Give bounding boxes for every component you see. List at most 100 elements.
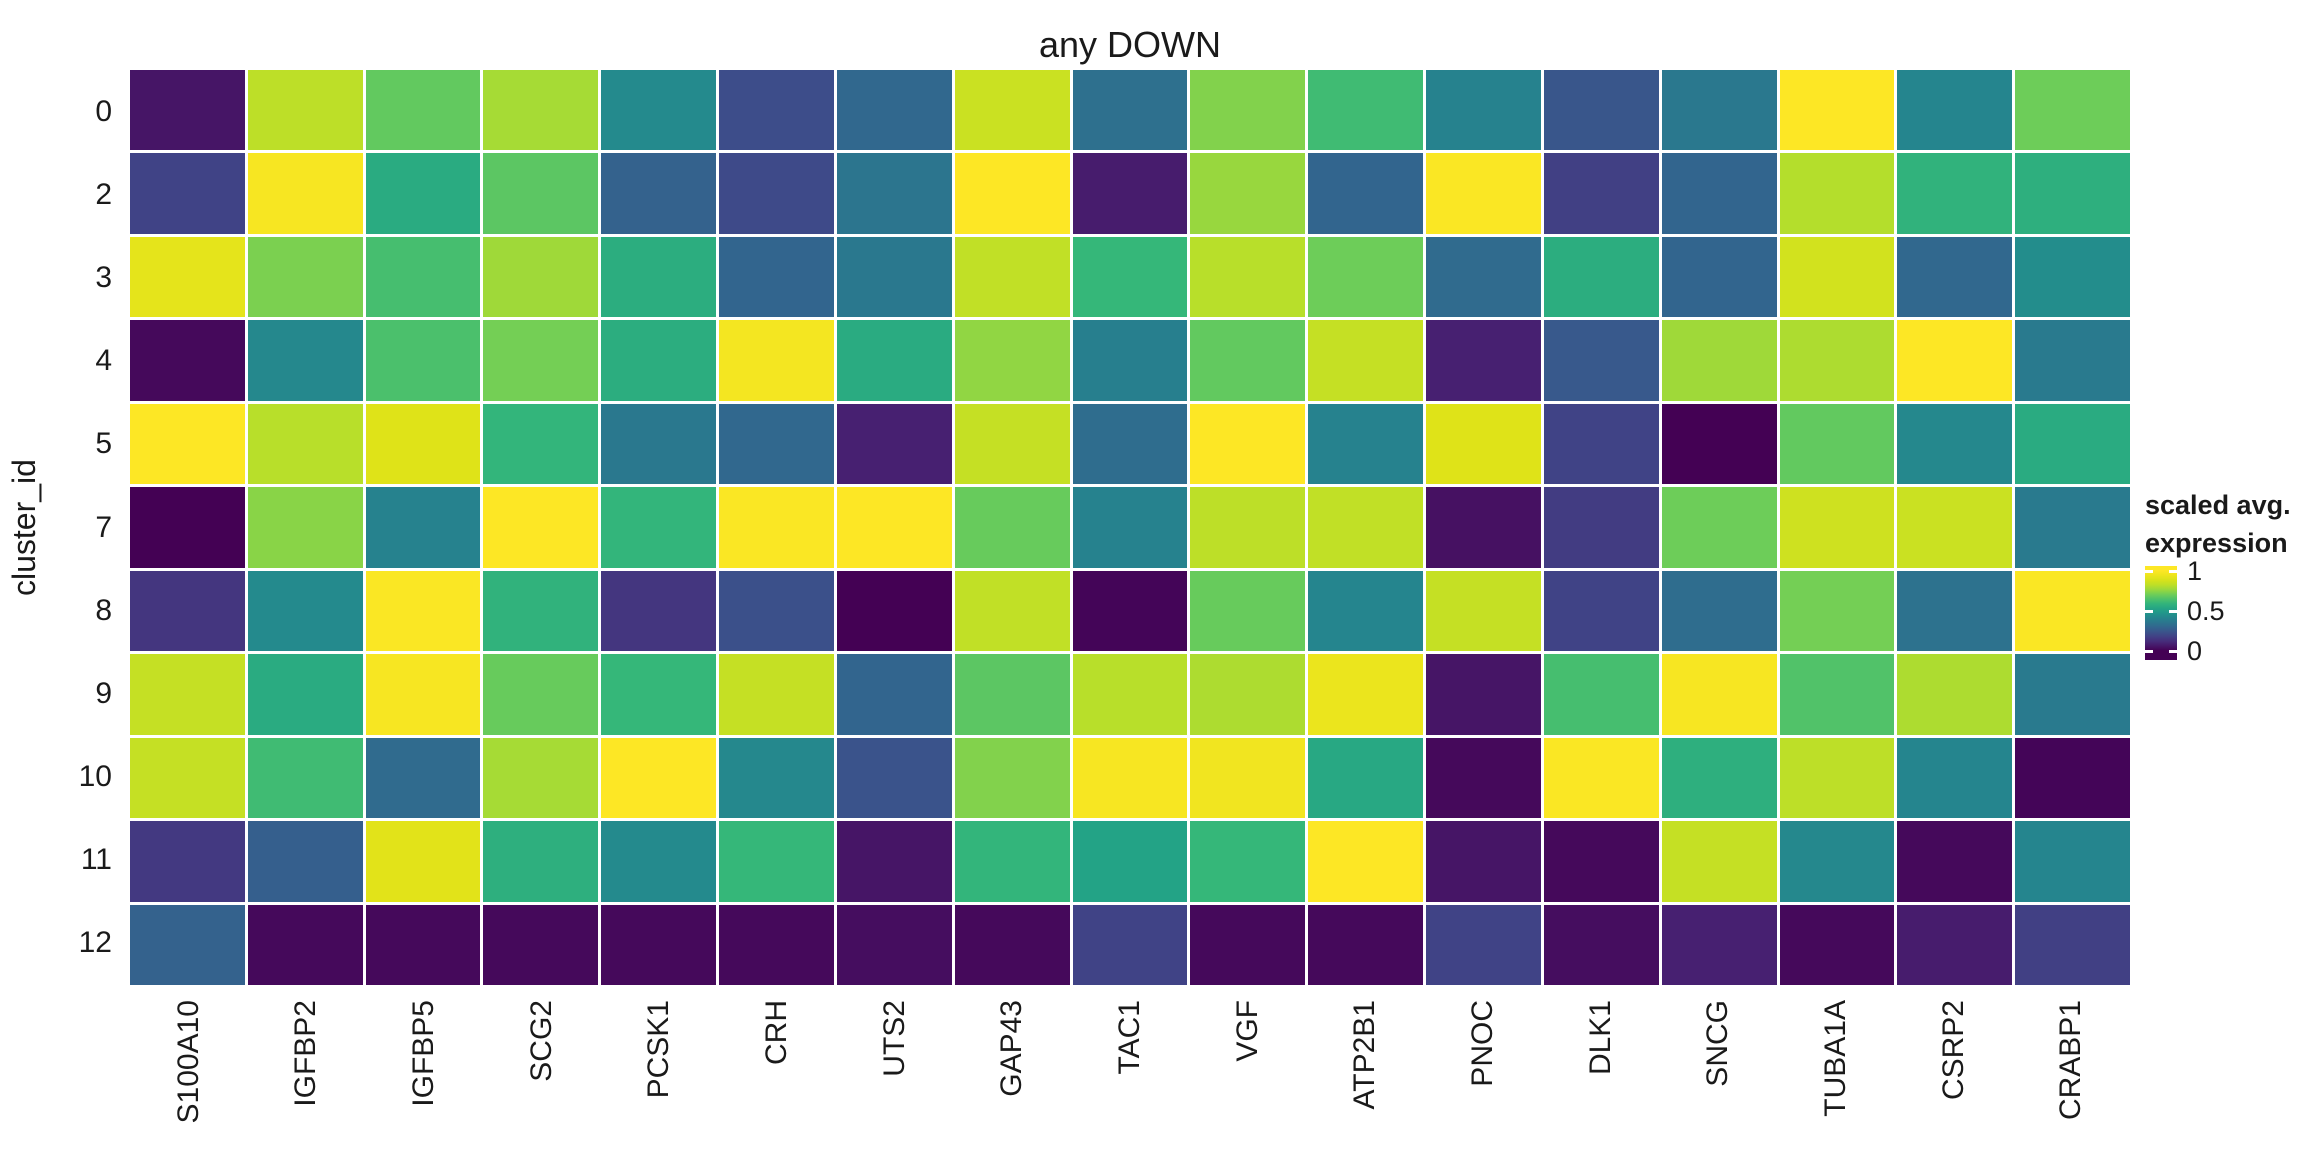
heatmap-cell <box>1661 320 1777 401</box>
heatmap-cell <box>1072 654 1188 735</box>
heatmap-cell <box>1897 320 2013 401</box>
heatmap-cell <box>1426 904 1541 985</box>
heatmap-cell <box>130 153 245 234</box>
heatmap-cell <box>836 821 952 902</box>
heatmap-cell <box>130 904 245 985</box>
heatmap-cell <box>601 487 717 568</box>
heatmap-cell <box>1308 654 1424 735</box>
heatmap-cell <box>247 821 363 902</box>
heatmap-cell <box>130 236 245 318</box>
heatmap-cell <box>1072 70 1188 151</box>
heatmap-cell <box>1661 403 1777 485</box>
heatmap-cell <box>1308 153 1424 234</box>
heatmap-cell <box>954 403 1070 485</box>
heatmap-cell <box>1779 236 1895 318</box>
heatmap-cell <box>836 403 952 485</box>
heatmap-cell <box>601 570 717 652</box>
heatmap-cell <box>1072 320 1188 401</box>
legend-title-line-1: scaled avg. <box>2145 490 2291 520</box>
heatmap-cell <box>1543 737 1659 819</box>
heatmap-cell <box>719 320 834 401</box>
heatmap-cell <box>719 153 834 234</box>
heatmap-cell <box>1426 236 1541 318</box>
heatmap-cell <box>1308 403 1424 485</box>
heatmap-cell <box>1661 904 1777 985</box>
heatmap-cell <box>1072 904 1188 985</box>
heatmap-cell <box>601 737 717 819</box>
heatmap-cell <box>365 70 481 151</box>
legend-tick-dash <box>2145 610 2153 613</box>
heatmap-cell <box>1779 487 1895 568</box>
heatmap-cell <box>1190 737 1306 819</box>
heatmap-cell <box>365 654 481 735</box>
heatmap-cell <box>1072 153 1188 234</box>
x-tick-label: TUBA1A <box>1818 1000 1852 1117</box>
heatmap-cell <box>2015 737 2130 819</box>
x-tick-label: SNCG <box>1701 1000 1735 1087</box>
heatmap-cell <box>365 487 481 568</box>
heatmap-cell <box>836 737 952 819</box>
x-tick-label: UTS2 <box>877 1000 911 1077</box>
legend-title-line-2: expression <box>2145 528 2288 558</box>
heatmap-cell <box>719 70 834 151</box>
heatmap-cell <box>130 403 245 485</box>
heatmap-cell <box>1308 236 1424 318</box>
heatmap-cell <box>601 153 717 234</box>
heatmap-cell <box>1072 737 1188 819</box>
heatmap-cell <box>130 487 245 568</box>
heatmap-cell <box>1543 153 1659 234</box>
heatmap-cell <box>1426 70 1541 151</box>
heatmap-cell <box>1426 654 1541 735</box>
heatmap-cell <box>1426 320 1541 401</box>
heatmap-cell <box>1543 236 1659 318</box>
heatmap-cell <box>247 904 363 985</box>
heatmap-cell <box>1190 654 1306 735</box>
heatmap-cell <box>1426 737 1541 819</box>
heatmap-cell <box>1661 654 1777 735</box>
heatmap-cell <box>1543 487 1659 568</box>
heatmap-cell <box>1897 236 2013 318</box>
x-tick-label: TAC1 <box>1113 1000 1146 1075</box>
y-tick-label: 8 <box>95 593 112 627</box>
heatmap-cell <box>1426 403 1541 485</box>
heatmap-cell <box>719 403 834 485</box>
heatmap-cell <box>365 320 481 401</box>
legend: scaled avg. expression 1 0.5 0 <box>2145 486 2303 665</box>
heatmap-cell <box>1072 236 1188 318</box>
y-tick-label: 0 <box>95 94 112 128</box>
y-tick-label: 12 <box>78 926 112 960</box>
heatmap-cell <box>2015 70 2130 151</box>
y-tick-label: 9 <box>95 676 112 710</box>
heatmap-cell <box>130 570 245 652</box>
heatmap-cell <box>2015 570 2130 652</box>
heatmap-cell <box>483 570 599 652</box>
heatmap-cell <box>601 236 717 318</box>
heatmap-cell <box>836 236 952 318</box>
legend-tick-label: 1 <box>2187 556 2203 586</box>
heatmap-cell <box>954 236 1070 318</box>
heatmap-cell <box>365 570 481 652</box>
heatmap-cell <box>1661 487 1777 568</box>
heatmap-cell <box>1543 320 1659 401</box>
heatmap-cell <box>1779 821 1895 902</box>
heatmap-cell <box>1308 737 1424 819</box>
x-tick-label: IGFBP5 <box>407 1000 441 1107</box>
heatmap-cell <box>1661 821 1777 902</box>
heatmap-cell <box>954 821 1070 902</box>
heatmap-cell <box>1190 236 1306 318</box>
heatmap-cell <box>247 320 363 401</box>
heatmap-cell <box>1426 570 1541 652</box>
heatmap-cell <box>1072 403 1188 485</box>
heatmap-cell <box>2015 487 2130 568</box>
heatmap-cell <box>1779 904 1895 985</box>
heatmap-cell <box>483 654 599 735</box>
heatmap-cell <box>1661 570 1777 652</box>
heatmap-cell <box>954 654 1070 735</box>
heatmap-cell <box>1190 320 1306 401</box>
legend-gradient-bar <box>2145 566 2177 660</box>
heatmap-cell <box>1897 403 2013 485</box>
y-tick-label: 3 <box>95 260 112 294</box>
x-tick-label: CSRP2 <box>1936 1000 1970 1101</box>
heatmap-cell <box>247 487 363 568</box>
